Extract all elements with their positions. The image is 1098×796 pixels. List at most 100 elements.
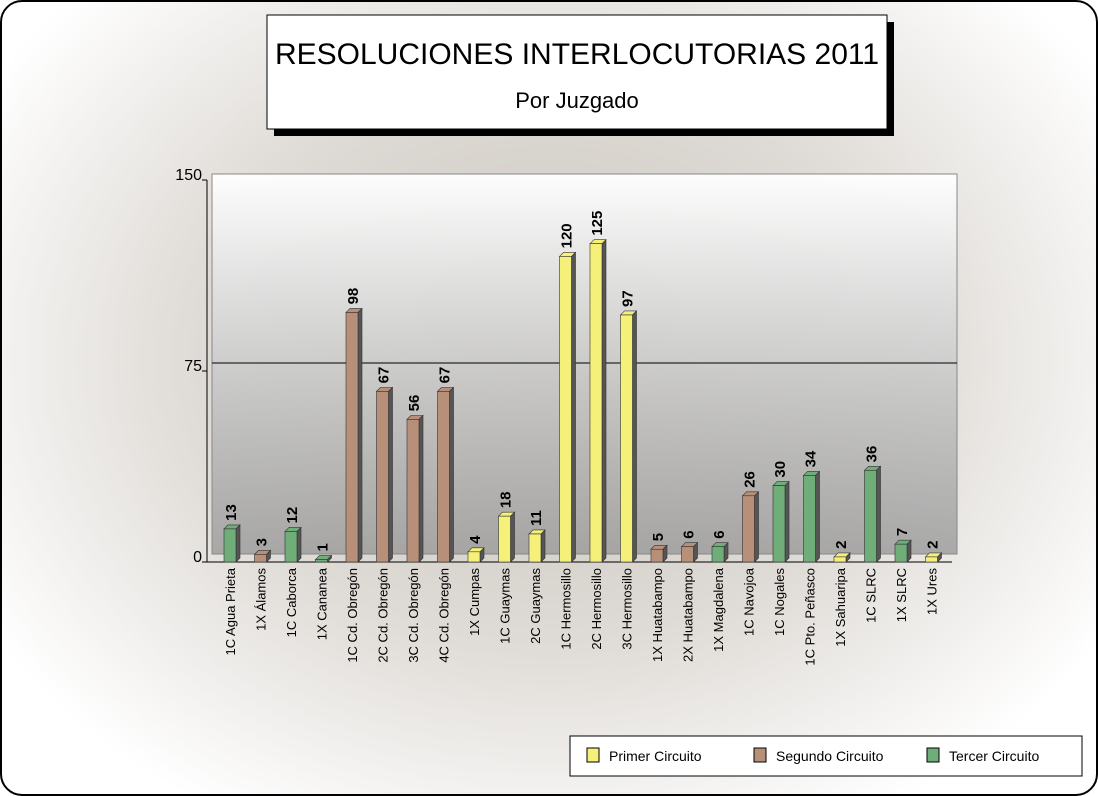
legend-label: Segundo Circuito bbox=[776, 748, 884, 764]
y-tick-label: 150 bbox=[175, 167, 202, 184]
bar bbox=[894, 543, 908, 563]
x-tick-label: 1X Sahuaripa bbox=[833, 567, 848, 647]
value-label: 18 bbox=[498, 491, 515, 508]
x-tick-label: 1X Magdalena bbox=[711, 567, 726, 652]
x-tick-label: 1C SLRC bbox=[864, 568, 879, 623]
bar bbox=[528, 533, 542, 563]
bar bbox=[620, 314, 633, 563]
bar-side bbox=[754, 491, 759, 563]
x-tick-label: 1X Ures bbox=[925, 568, 940, 615]
value-label: 7 bbox=[894, 528, 911, 536]
x-tick-label: 1C Nogales bbox=[772, 568, 787, 636]
legend-swatch bbox=[753, 747, 767, 763]
bar-side bbox=[418, 414, 424, 563]
value-label: 34 bbox=[803, 450, 820, 467]
x-tick-label: 1C Guaymas bbox=[498, 568, 513, 644]
bar bbox=[406, 419, 420, 563]
bar-side bbox=[235, 524, 241, 563]
x-tick-label: 3C Hermosillo bbox=[620, 568, 635, 650]
value-label: 125 bbox=[589, 211, 606, 236]
bar bbox=[925, 556, 938, 563]
bar bbox=[742, 495, 755, 563]
x-tick-label: 2C Cd. Obregón bbox=[376, 568, 391, 663]
value-label: 26 bbox=[742, 471, 759, 488]
bar bbox=[376, 391, 389, 563]
bar bbox=[559, 256, 572, 563]
x-tick-label: 2X Huatabampo bbox=[681, 568, 696, 662]
bar bbox=[284, 531, 298, 563]
bar bbox=[589, 243, 603, 563]
value-label: 56 bbox=[406, 395, 423, 412]
bar-side bbox=[815, 470, 820, 563]
value-label: 6 bbox=[681, 530, 698, 538]
value-label: 11 bbox=[528, 510, 545, 526]
chart-subtitle: Por Juzgado bbox=[515, 88, 639, 113]
plot-wall bbox=[211, 173, 958, 555]
value-label: 1 bbox=[315, 543, 332, 551]
x-tick-label: 2C Hermosillo bbox=[589, 568, 604, 650]
bar bbox=[681, 546, 694, 563]
x-tick-label: 1X Cumpas bbox=[467, 568, 482, 636]
bar bbox=[467, 551, 481, 563]
bar bbox=[315, 559, 328, 563]
x-tick-label: 4C Cd. Obregón bbox=[437, 568, 452, 663]
bar bbox=[254, 554, 267, 563]
value-label: 98 bbox=[345, 288, 362, 305]
value-label: 67 bbox=[376, 367, 393, 384]
x-tick-label: 1C Navojoa bbox=[742, 567, 757, 636]
x-tick-label: 1C Caborca bbox=[284, 567, 299, 637]
bar bbox=[803, 475, 816, 563]
y-tick-label: 0 bbox=[193, 549, 202, 566]
value-label: 30 bbox=[772, 461, 789, 478]
legend-swatch bbox=[586, 747, 600, 763]
x-tick-label: 1X SLRC bbox=[894, 568, 909, 622]
bar bbox=[833, 556, 847, 563]
bar bbox=[772, 485, 786, 563]
chart-title: RESOLUCIONES INTERLOCUTORIAS 2011 bbox=[275, 38, 879, 71]
bar bbox=[650, 548, 664, 563]
x-tick-label: 1C Cd. Obregón bbox=[345, 568, 360, 663]
bar-side bbox=[876, 465, 881, 563]
bar-side bbox=[906, 539, 912, 563]
value-label: 67 bbox=[437, 367, 454, 384]
bar bbox=[711, 546, 725, 563]
bar-side bbox=[449, 386, 454, 563]
legend-swatch bbox=[926, 747, 940, 763]
value-label: 4 bbox=[467, 535, 484, 544]
value-label: 2 bbox=[833, 541, 850, 549]
bar-side bbox=[510, 511, 515, 563]
x-tick-label: 2C Guaymas bbox=[528, 568, 543, 644]
value-label: 13 bbox=[223, 504, 240, 521]
title-box bbox=[266, 14, 888, 130]
x-tick-label: 1X Álamos bbox=[254, 568, 269, 631]
bar bbox=[864, 470, 877, 563]
value-label: 5 bbox=[650, 533, 667, 541]
bar-side bbox=[296, 526, 302, 563]
value-label: 2 bbox=[925, 541, 942, 549]
y-tick-label: 75 bbox=[184, 358, 202, 375]
value-label: 12 bbox=[284, 507, 301, 524]
bar bbox=[498, 515, 511, 563]
value-label: 36 bbox=[864, 446, 881, 463]
bar-side bbox=[571, 251, 576, 563]
value-label: 6 bbox=[711, 530, 728, 538]
value-label: 3 bbox=[254, 538, 271, 546]
bar-side bbox=[357, 307, 363, 563]
value-label: 97 bbox=[620, 290, 637, 307]
legend bbox=[569, 735, 1083, 777]
value-label: 120 bbox=[559, 223, 576, 248]
bar-side bbox=[601, 238, 607, 563]
x-tick-label: 1X Huatabampo bbox=[650, 568, 665, 662]
legend-label: Tercer Circuito bbox=[949, 748, 1039, 764]
bar-side bbox=[540, 529, 546, 563]
bar-side bbox=[784, 480, 790, 563]
legend-label: Primer Circuito bbox=[609, 748, 702, 764]
x-tick-label: 1C Agua Prieta bbox=[223, 567, 238, 655]
x-tick-label: 3C Cd. Obregón bbox=[406, 568, 421, 663]
x-tick-label: 1C Hermosillo bbox=[559, 568, 574, 650]
bar-side bbox=[632, 310, 637, 563]
x-tick-label: 1C Pto. Peñasco bbox=[803, 568, 818, 666]
x-tick-label: 1X Cananea bbox=[315, 567, 330, 640]
